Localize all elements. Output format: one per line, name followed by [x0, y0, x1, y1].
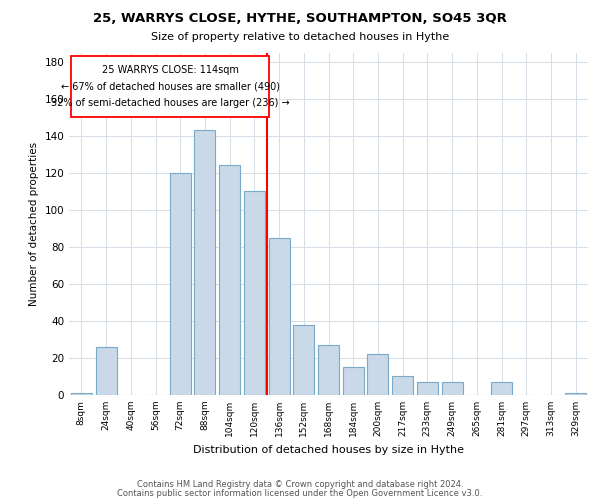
FancyBboxPatch shape	[71, 56, 269, 118]
Bar	[392, 376, 413, 395]
Text: Size of property relative to detached houses in Hythe: Size of property relative to detached ho…	[151, 32, 449, 42]
Bar	[442, 382, 463, 395]
Bar	[95, 347, 116, 395]
Bar	[194, 130, 215, 395]
Bar	[417, 382, 438, 395]
Bar	[269, 238, 290, 395]
Text: ← 67% of detached houses are smaller (490): ← 67% of detached houses are smaller (49…	[61, 82, 280, 92]
X-axis label: Distribution of detached houses by size in Hythe: Distribution of detached houses by size …	[193, 444, 464, 454]
Bar	[293, 324, 314, 395]
Bar	[565, 393, 586, 395]
Bar	[71, 393, 92, 395]
Text: 32% of semi-detached houses are larger (236) →: 32% of semi-detached houses are larger (…	[51, 98, 289, 108]
Text: Contains HM Land Registry data © Crown copyright and database right 2024.: Contains HM Land Registry data © Crown c…	[137, 480, 463, 489]
Bar	[244, 192, 265, 395]
Text: Contains public sector information licensed under the Open Government Licence v3: Contains public sector information licen…	[118, 488, 482, 498]
Text: 25 WARRYS CLOSE: 114sqm: 25 WARRYS CLOSE: 114sqm	[101, 65, 239, 75]
Text: 25, WARRYS CLOSE, HYTHE, SOUTHAMPTON, SO45 3QR: 25, WARRYS CLOSE, HYTHE, SOUTHAMPTON, SO…	[93, 12, 507, 26]
Bar	[318, 345, 339, 395]
Bar	[491, 382, 512, 395]
Bar	[343, 367, 364, 395]
Bar	[367, 354, 388, 395]
Bar	[170, 173, 191, 395]
Bar	[219, 166, 240, 395]
Y-axis label: Number of detached properties: Number of detached properties	[29, 142, 39, 306]
